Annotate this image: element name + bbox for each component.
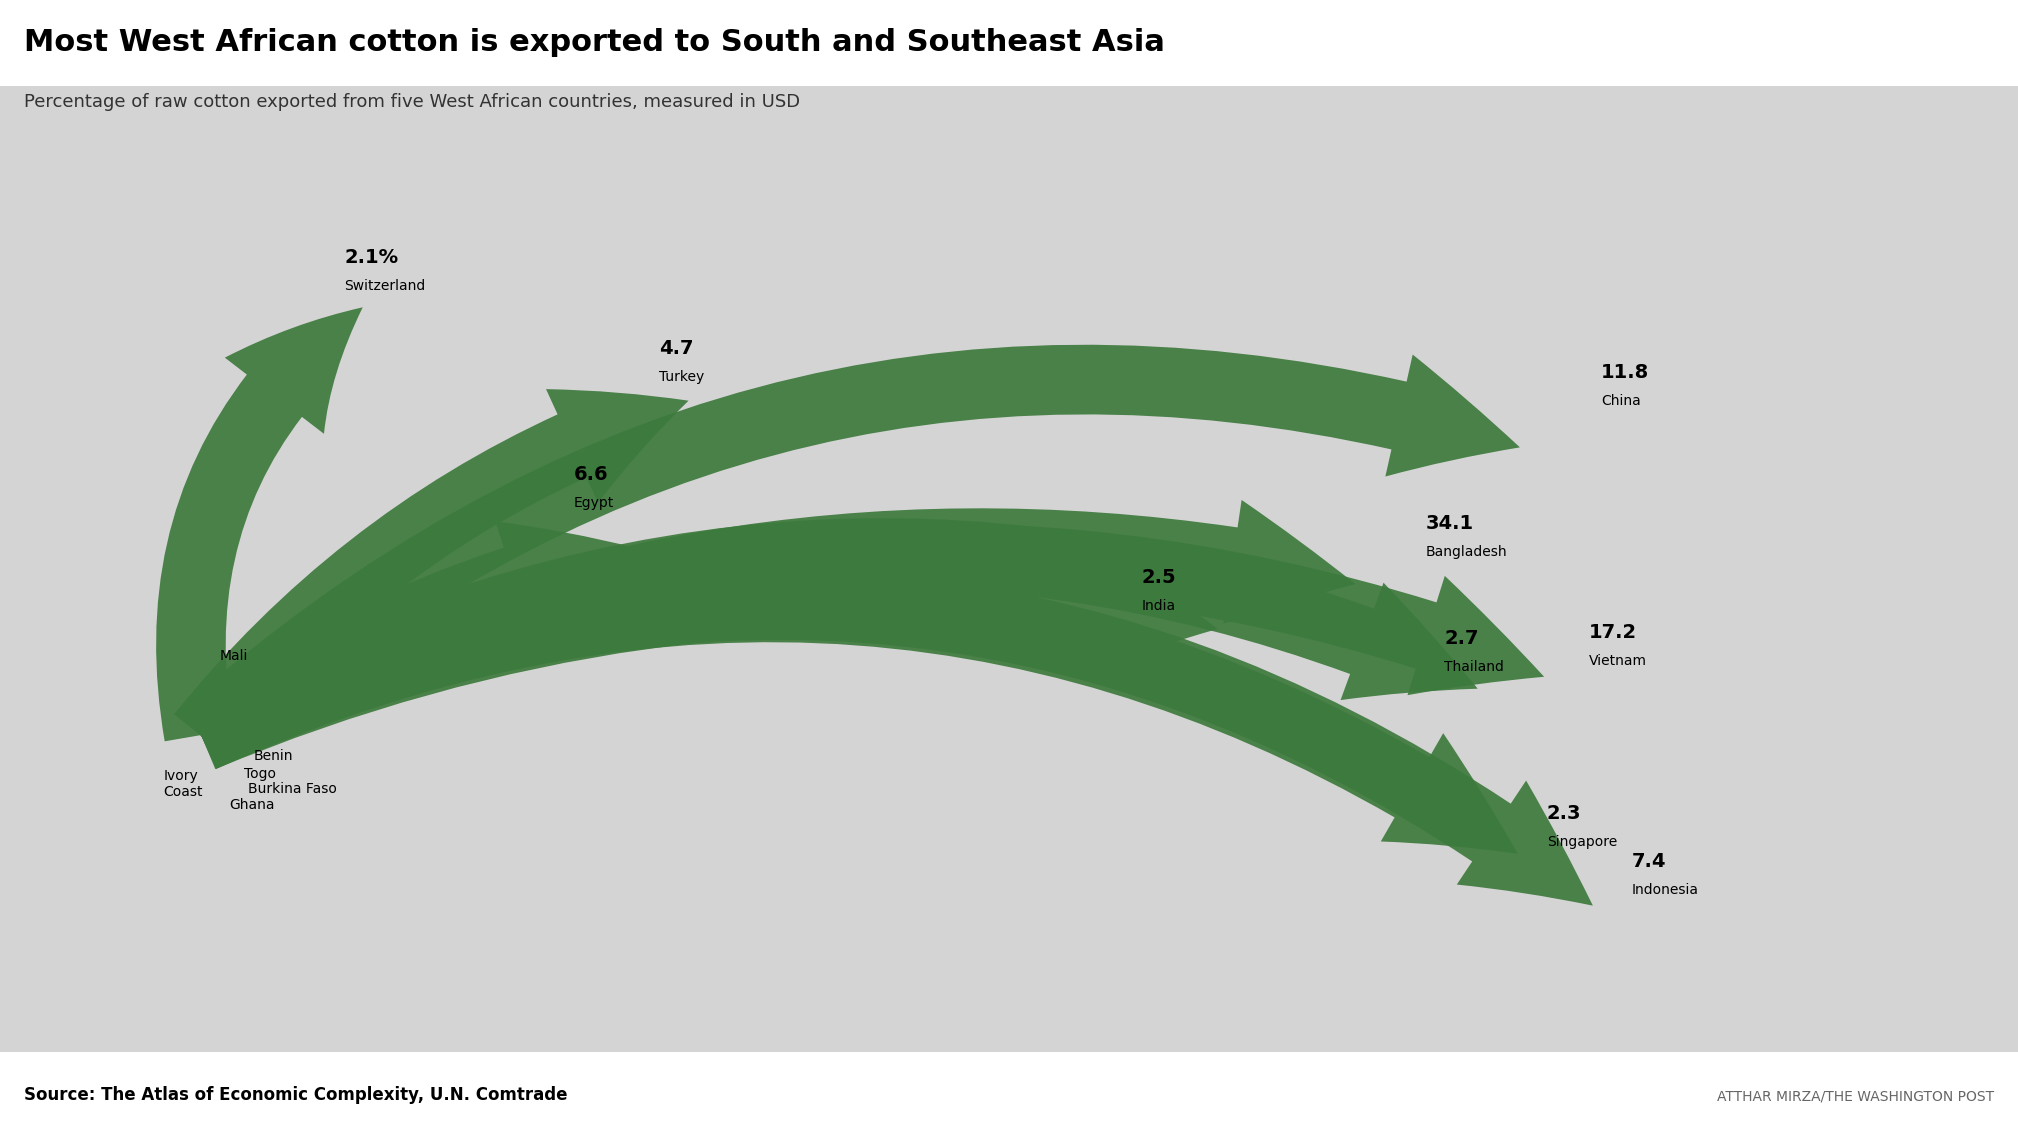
FancyArrowPatch shape: [186, 523, 1544, 768]
Text: ATTHAR MIRZA/THE WASHINGTON POST: ATTHAR MIRZA/THE WASHINGTON POST: [1717, 1090, 1994, 1104]
FancyArrowPatch shape: [155, 307, 363, 741]
Text: 2.1%: 2.1%: [345, 248, 398, 267]
Text: Bangladesh: Bangladesh: [1427, 545, 1507, 559]
Text: Mali: Mali: [220, 649, 248, 663]
FancyArrowPatch shape: [188, 570, 1592, 906]
Text: Ivory
Coast: Ivory Coast: [163, 769, 202, 799]
Text: 17.2: 17.2: [1588, 622, 1637, 642]
Text: 2.7: 2.7: [1445, 628, 1479, 648]
Text: Thailand: Thailand: [1445, 660, 1503, 674]
Text: China: China: [1600, 394, 1641, 407]
FancyArrowPatch shape: [188, 549, 1217, 769]
FancyArrowPatch shape: [182, 521, 636, 765]
Text: Source: The Atlas of Economic Complexity, U.N. Comtrade: Source: The Atlas of Economic Complexity…: [24, 1086, 567, 1104]
Text: Benin: Benin: [254, 749, 293, 764]
FancyArrowPatch shape: [188, 572, 1518, 854]
Text: Switzerland: Switzerland: [345, 279, 426, 292]
Text: Singapore: Singapore: [1546, 835, 1616, 849]
Text: Egypt: Egypt: [573, 496, 613, 511]
Text: Ghana: Ghana: [230, 798, 274, 811]
Text: Turkey: Turkey: [658, 370, 704, 384]
FancyArrowPatch shape: [186, 518, 1477, 767]
Text: 2.3: 2.3: [1546, 803, 1582, 823]
Text: Percentage of raw cotton exported from five West African countries, measured in : Percentage of raw cotton exported from f…: [24, 93, 801, 112]
Text: 2.5: 2.5: [1142, 568, 1176, 587]
Text: 34.1: 34.1: [1427, 513, 1473, 533]
Text: Vietnam: Vietnam: [1588, 653, 1647, 668]
Text: Togo: Togo: [244, 767, 276, 782]
FancyArrowPatch shape: [186, 500, 1356, 768]
Text: Burkina Faso: Burkina Faso: [248, 782, 337, 795]
Text: India: India: [1142, 600, 1176, 613]
Text: 6.6: 6.6: [573, 465, 609, 485]
Text: Most West African cotton is exported to South and Southeast Asia: Most West African cotton is exported to …: [24, 28, 1164, 57]
Text: 4.7: 4.7: [658, 338, 692, 357]
Text: 7.4: 7.4: [1631, 852, 1665, 871]
Text: Indonesia: Indonesia: [1631, 883, 1699, 897]
Text: 11.8: 11.8: [1600, 363, 1649, 381]
FancyArrowPatch shape: [174, 389, 688, 758]
FancyArrowPatch shape: [178, 345, 1520, 762]
